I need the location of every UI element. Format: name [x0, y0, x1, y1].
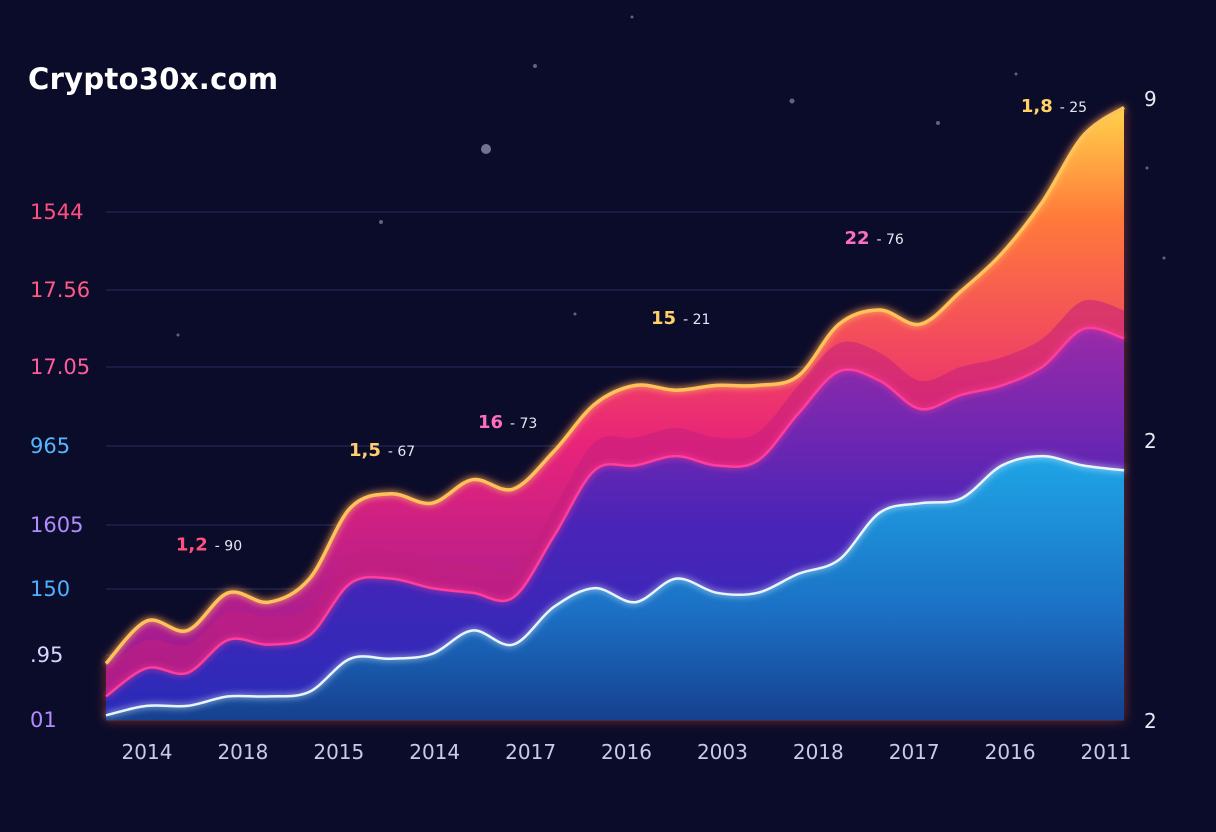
star-dot	[176, 333, 180, 337]
series-lines	[104, 105, 1125, 717]
star-dot	[1145, 166, 1149, 170]
x-tick-label: 2011	[1081, 740, 1132, 764]
x-tick-label: 2015	[313, 740, 364, 764]
x-tick-label: 2017	[889, 740, 940, 764]
x-tick-label: 2014	[122, 740, 173, 764]
series-line-top	[104, 105, 1125, 665]
star-dot	[481, 144, 491, 154]
series-line-mid	[105, 326, 1125, 698]
data-annotation: 22 - 76	[844, 228, 903, 249]
y-tick-label-right: 2	[1144, 709, 1157, 733]
annotation-value: 1,8	[1021, 96, 1053, 117]
area-series-bottom	[106, 456, 1124, 720]
data-annotations: 1,2 - 90 1,5 - 67 16 - 73 15 - 21 22 - 76 1,8 - 25	[176, 96, 1087, 555]
y-tick-label-right: 9	[1144, 87, 1157, 111]
annotation-value: 1,5	[349, 440, 381, 461]
y-tick-label-left: 965	[30, 434, 70, 458]
annotation-range: - 21	[683, 312, 710, 328]
star-dot	[573, 312, 577, 316]
data-annotation: 1,5 - 67	[349, 440, 415, 461]
x-tick-label: 2017	[505, 740, 556, 764]
annotation-range: - 25	[1060, 100, 1087, 116]
x-tick-label: 2003	[697, 740, 748, 764]
annotation-range: - 90	[215, 538, 242, 554]
y-tick-label-left: 17.05	[30, 355, 90, 379]
annotation-range: - 76	[877, 232, 904, 248]
star-dot	[936, 121, 940, 125]
star-dot	[1162, 256, 1166, 260]
data-annotation: 15 - 21	[651, 308, 710, 329]
y-tick-label-right: 2	[1144, 429, 1157, 453]
annotation-value: 16	[478, 412, 503, 433]
annotation-value: 15	[651, 308, 676, 329]
star-dot	[630, 15, 634, 19]
y-tick-label-left: 17.56	[30, 278, 90, 302]
x-tick-label: 2018	[793, 740, 844, 764]
data-annotation: 16 - 73	[478, 412, 537, 433]
y-tick-label-left: 150	[30, 577, 70, 601]
y-tick-label-left: 01	[30, 708, 57, 732]
background-stars	[176, 15, 1166, 714]
annotation-value: 1,2	[176, 534, 208, 555]
data-annotation: 1,2 - 90	[176, 534, 242, 555]
x-tick-label: 2016	[985, 740, 1036, 764]
annotation-range: - 67	[388, 444, 415, 460]
star-dot	[533, 64, 537, 68]
x-tick-label: 2014	[409, 740, 460, 764]
annotation-range: - 73	[510, 416, 537, 432]
star-dot	[1014, 72, 1018, 76]
area-layers	[106, 107, 1124, 720]
x-tick-label: 2018	[217, 740, 268, 764]
brand-watermark: Crypto30x.com	[28, 62, 279, 96]
star-dot	[379, 220, 383, 224]
x-tick-label: 2016	[601, 740, 652, 764]
y-tick-label-left: .95	[30, 643, 63, 667]
star-dot	[789, 98, 795, 104]
y-tick-label-left: 1605	[30, 513, 83, 537]
y-tick-label-left: 1544	[30, 200, 83, 224]
series-line-bottom	[105, 454, 1125, 717]
data-annotation: 1,8 - 25	[1021, 96, 1087, 117]
annotation-value: 22	[844, 228, 869, 249]
